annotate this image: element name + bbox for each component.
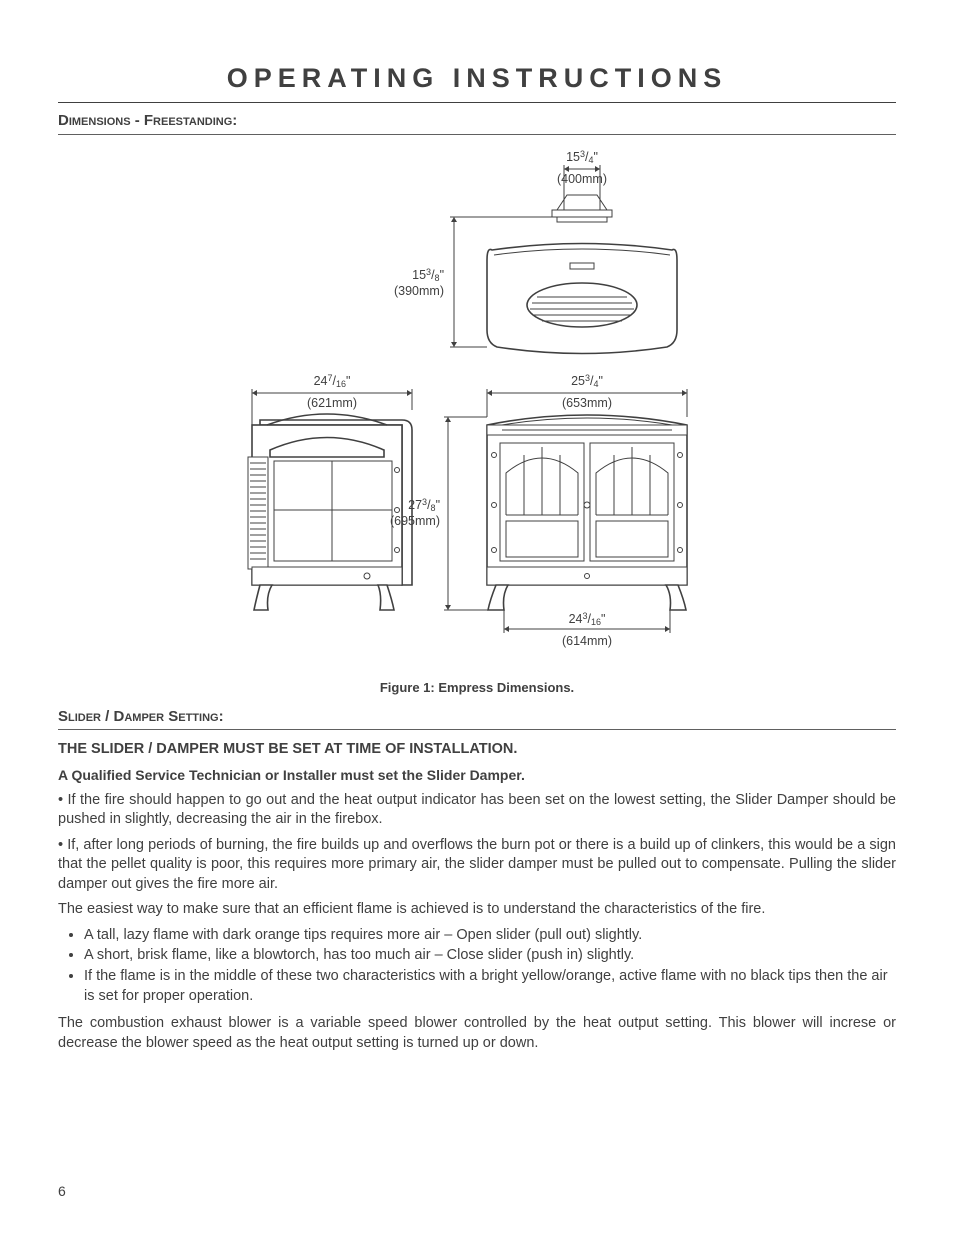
dim-top-mm: (400mm) bbox=[557, 172, 607, 186]
dim-base-mm: (614mm) bbox=[562, 634, 612, 648]
page-title: Operating Instructions bbox=[58, 60, 896, 103]
section-slider-header: Slider / Damper Setting: bbox=[58, 707, 896, 730]
svg-text:253/4": 253/4" bbox=[571, 373, 603, 389]
qualified-line: A Qualified Service Technician or Instal… bbox=[58, 766, 896, 785]
warning-line: THE SLIDER / DAMPER MUST BE SET AT TIME … bbox=[58, 740, 896, 760]
para-1: • If the fire should happen to go out an… bbox=[58, 791, 896, 830]
dim-fronth-mm: (695mm) bbox=[390, 514, 440, 528]
section-dimensions-header: Dimensions - Freestanding: bbox=[58, 111, 896, 134]
svg-text:153/8": 153/8" bbox=[412, 267, 444, 283]
para-3: The easiest way to make sure that an eff… bbox=[58, 900, 896, 920]
bullet-2: A short, brisk flame, like a blowtorch, … bbox=[84, 946, 896, 966]
bullet-1: A tall, lazy flame with dark orange tips… bbox=[84, 926, 896, 946]
para-2: • If, after long periods of burning, the… bbox=[58, 836, 896, 895]
svg-text:247/16": 247/16" bbox=[314, 373, 351, 389]
bullet-3: If the flame is in the middle of these t… bbox=[84, 967, 896, 1006]
bullet-list: A tall, lazy flame with dark orange tips… bbox=[58, 926, 896, 1006]
figure-1: 153/4" (400mm) 153/8" (390mm) 247/16" (6… bbox=[58, 145, 896, 697]
qualified-text: A Qualified Service Technician or Instal… bbox=[58, 767, 521, 783]
dim-sidew-mm: (621mm) bbox=[307, 396, 357, 410]
figure-caption: Figure 1: Empress Dimensions. bbox=[58, 679, 896, 697]
dim-frontw-mm: (653mm) bbox=[562, 396, 612, 410]
svg-text:243/16": 243/16" bbox=[569, 611, 606, 627]
dimensions-diagram: 153/4" (400mm) 153/8" (390mm) 247/16" (6… bbox=[212, 145, 742, 665]
svg-text:273/8": 273/8" bbox=[408, 497, 440, 513]
para-4: The combustion exhaust blower is a varia… bbox=[58, 1014, 896, 1053]
dim-toph-mm: (390mm) bbox=[394, 284, 444, 298]
page-number: 6 bbox=[58, 1182, 66, 1201]
svg-text:153/4": 153/4" bbox=[566, 149, 598, 165]
